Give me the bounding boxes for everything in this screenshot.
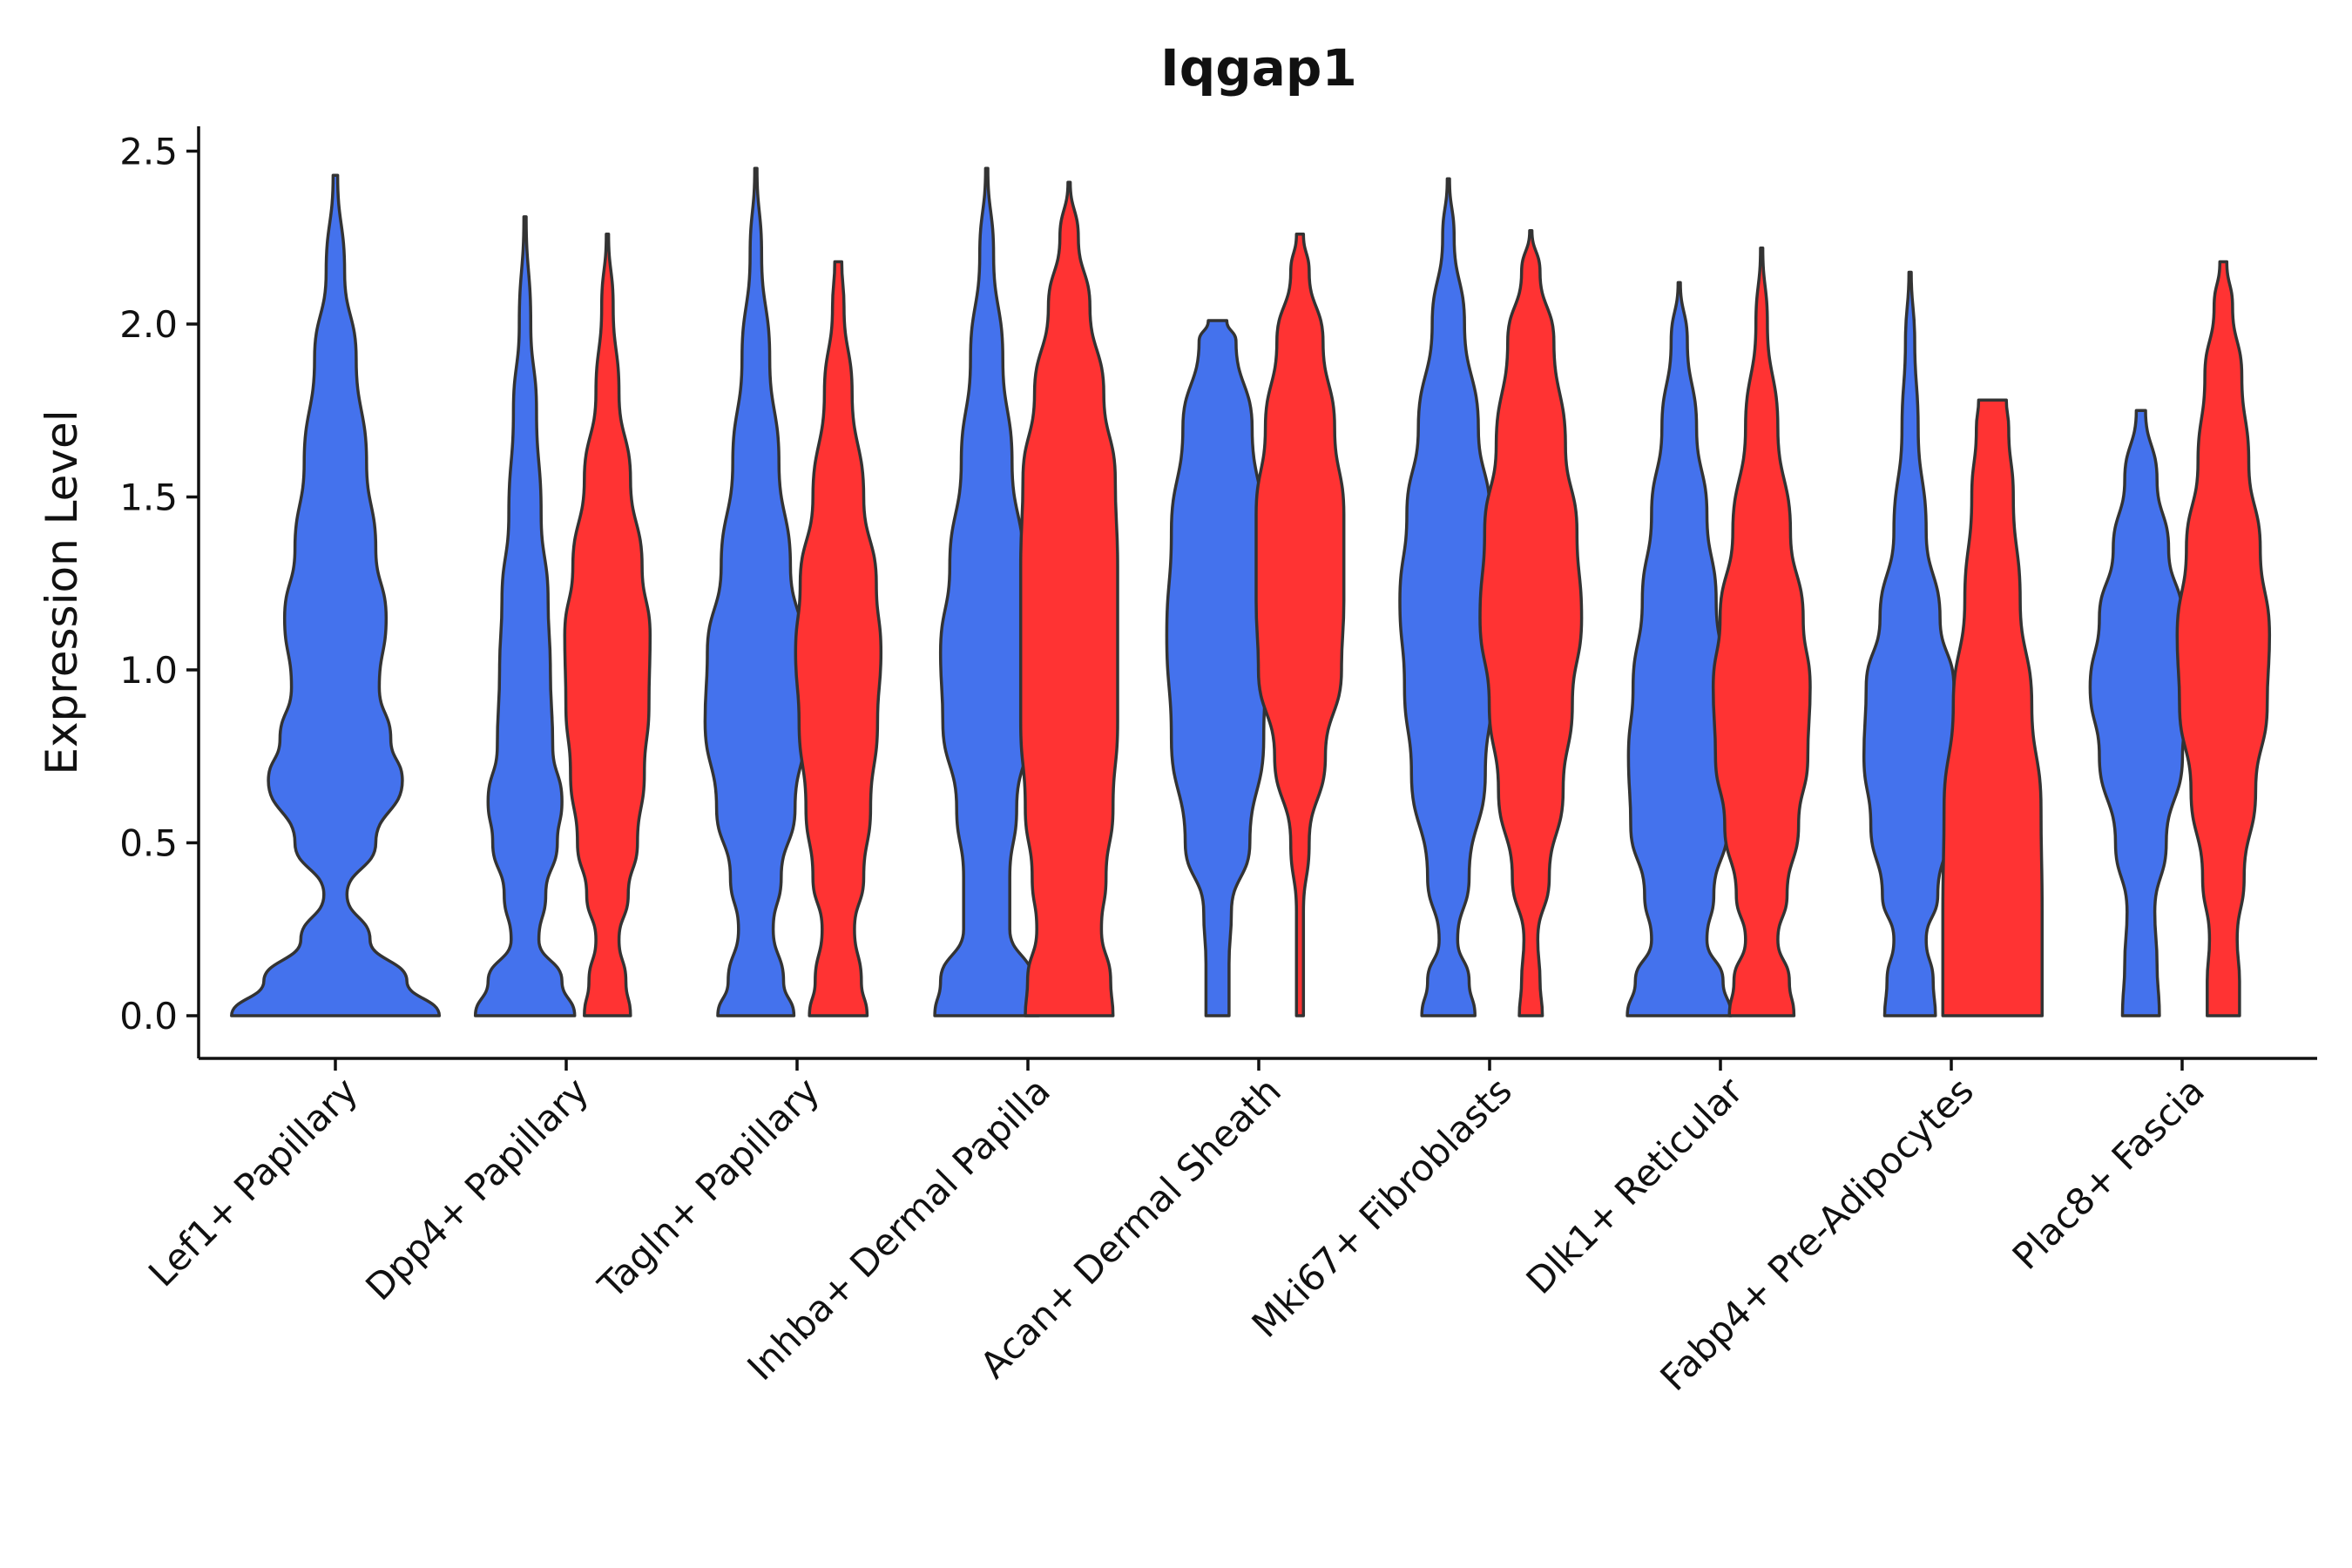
violin-acan-dermal-sheath-red xyxy=(1254,233,1346,1017)
violin-inhba-dermal-papilla-red xyxy=(1018,180,1119,1017)
violin-layer xyxy=(230,166,2272,1017)
violin-plac8-fascia-red xyxy=(2175,260,2272,1017)
x-tick-label: Lef1+ Papillary xyxy=(140,1069,366,1294)
y-tick-label: 1.5 xyxy=(119,476,178,519)
y-tick-label: 2.0 xyxy=(119,303,178,346)
y-tick-label: 1.0 xyxy=(119,649,178,692)
x-tick-label: Plac8+ Fascia xyxy=(2004,1069,2213,1277)
y-tick-label: 0.0 xyxy=(119,995,178,1037)
violin-acan-dermal-sheath-blue xyxy=(1165,319,1270,1017)
violin-dlk1-reticular-red xyxy=(1711,246,1812,1017)
y-tick-label: 0.5 xyxy=(119,822,178,865)
violin-tagln-papillary-red xyxy=(794,260,883,1017)
violin-mki67-fibroblasts-blue xyxy=(1398,177,1499,1017)
violin-tagln-papillary-blue xyxy=(703,166,808,1017)
y-tick-label: 2.5 xyxy=(119,131,178,173)
violin-mki67-fibroblasts-red xyxy=(1478,229,1584,1017)
x-tick-label: Dpp4+ Papillary xyxy=(357,1069,597,1308)
violin-lef1-papillary-blue xyxy=(230,173,442,1017)
y-axis-label: Expression Level xyxy=(37,409,87,774)
violin-dpp4-papillary-blue xyxy=(473,215,577,1017)
violin-fabp4-pre-adipocytes-red xyxy=(1941,398,2044,1017)
x-tick-label: Tagln+ Papillary xyxy=(590,1069,828,1307)
x-tick-label: Mki67+ Fibroblasts xyxy=(1244,1069,1520,1345)
violin-plac8-fascia-blue xyxy=(2088,409,2193,1017)
chart-title: Iqgap1 xyxy=(1160,38,1357,98)
violin-dlk1-reticular-blue xyxy=(1625,280,1734,1017)
violin-dpp4-papillary-red xyxy=(563,233,652,1017)
x-tick-label: Dlk1+ Reticular xyxy=(1518,1069,1752,1302)
violin-inhba-dermal-papilla-blue xyxy=(933,166,1041,1017)
